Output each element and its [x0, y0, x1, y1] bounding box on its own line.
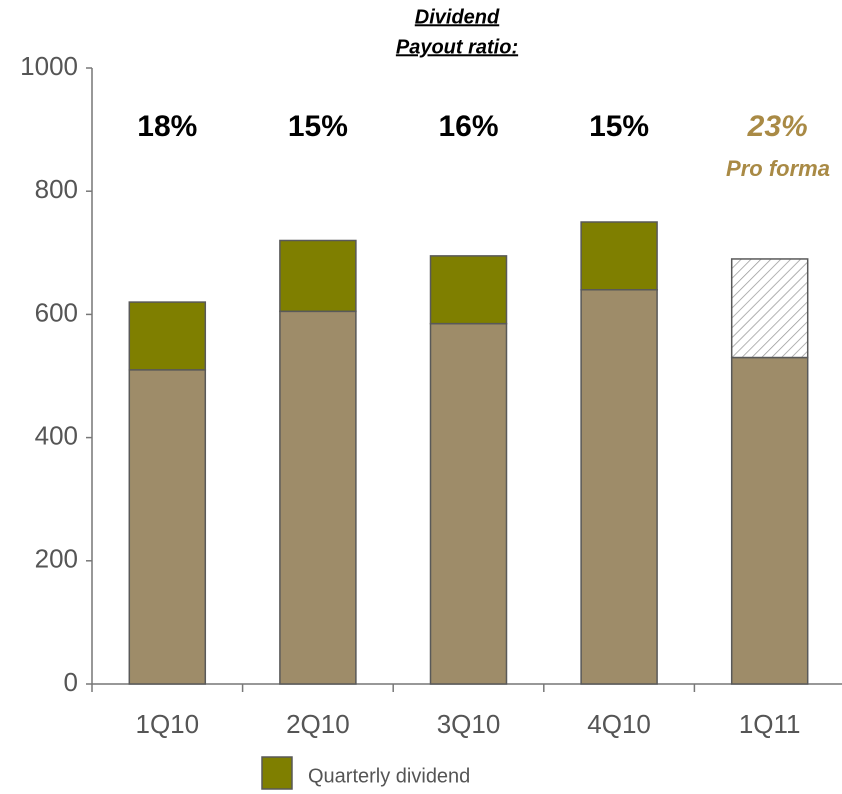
payout-label: 23%	[747, 110, 808, 143]
x-tick-label: 1Q10	[135, 709, 199, 739]
bar-segment	[429, 255, 508, 325]
bar-segment	[730, 356, 809, 685]
bar-segment	[279, 310, 357, 685]
bar-segment	[128, 369, 207, 685]
y-tick-label: 200	[35, 544, 78, 574]
y-tick-label: 400	[35, 420, 78, 450]
legend-swatch	[261, 756, 293, 790]
y-tick-label: 600	[35, 297, 78, 327]
annotation-header: Payout ratio:	[396, 36, 518, 58]
bar-segment	[279, 239, 357, 313]
legend-label: Quarterly dividend	[308, 765, 470, 787]
payout-label: 16%	[438, 110, 498, 143]
bar-segment	[128, 301, 207, 371]
bar-segment	[580, 221, 658, 291]
x-tick-label: 2Q10	[286, 709, 350, 739]
bar-segment	[580, 289, 658, 685]
bar-segment	[730, 258, 809, 359]
y-tick-label: 1000	[20, 51, 78, 81]
payout-label: 15%	[589, 110, 649, 143]
payout-label: 18%	[137, 110, 197, 143]
payout-label: 15%	[288, 110, 348, 143]
x-tick-label: 3Q10	[437, 709, 501, 739]
annotation-header: Dividend	[415, 6, 500, 28]
y-tick-label: 0	[64, 667, 78, 697]
bar-segment	[429, 322, 508, 685]
annotation-note: Pro forma	[726, 156, 830, 181]
y-tick-label: 800	[35, 174, 78, 204]
x-tick-label: 1Q11	[739, 709, 801, 739]
x-tick-label: 4Q10	[587, 709, 651, 739]
